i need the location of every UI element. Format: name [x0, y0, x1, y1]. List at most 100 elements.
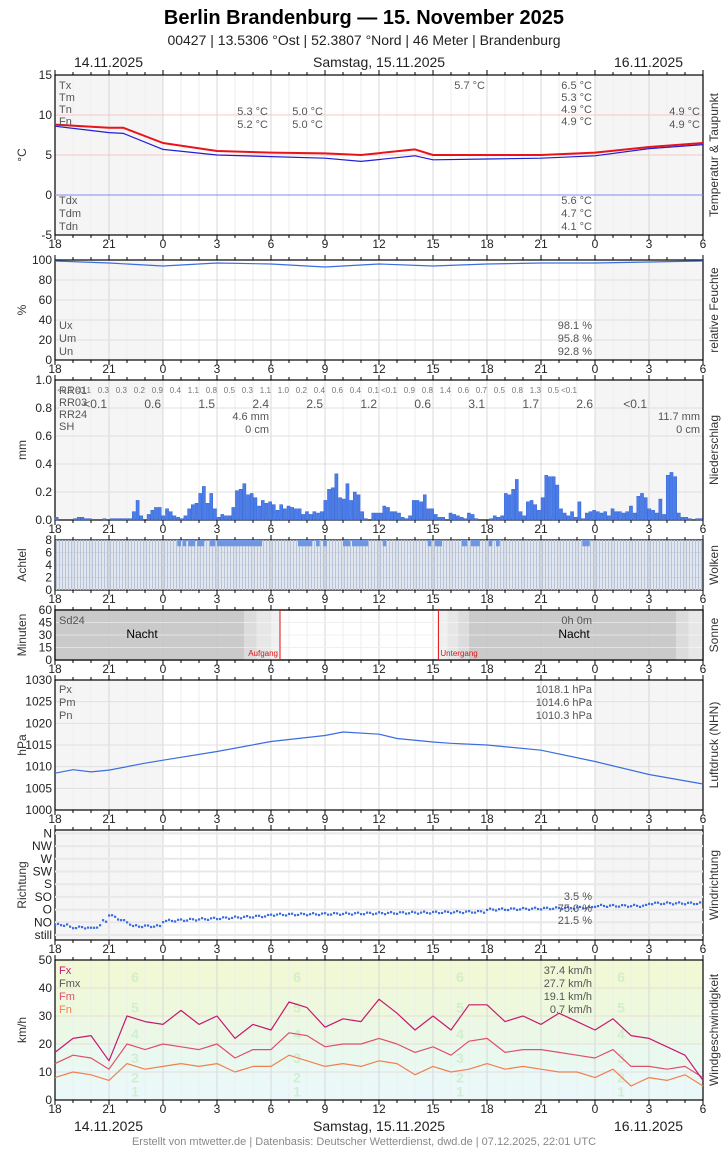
cloud-partial — [434, 540, 442, 547]
wdir-point — [375, 912, 378, 915]
cloud-bar — [364, 540, 367, 590]
wdir-point — [351, 913, 354, 916]
pressure-panel-y-label: 1030 — [25, 673, 52, 687]
cloud-bar — [556, 540, 559, 590]
wind-dir-panel-x-label: 18 — [48, 942, 62, 956]
precip-bar — [515, 479, 519, 521]
cloud-bar — [115, 540, 118, 590]
cloud-bar — [193, 540, 196, 590]
precip-bar — [128, 518, 133, 521]
precip-bar — [283, 508, 287, 521]
wdir-point — [630, 905, 633, 908]
sun-panel-ylabel: Minuten — [15, 614, 29, 657]
cloud-bar — [166, 540, 169, 590]
sun-panel-x-label: 18 — [48, 662, 62, 676]
rr03-value: 2.4 — [252, 397, 269, 411]
cloud-bar — [505, 540, 508, 590]
cloud-partial — [461, 540, 468, 547]
cloud-bar — [514, 540, 517, 590]
rr01-value: 0.4 — [314, 386, 326, 395]
precip-bar — [397, 512, 401, 521]
precip-bar — [110, 518, 114, 521]
wdir-point — [324, 912, 327, 915]
rr01-value: 1.1 — [188, 386, 200, 395]
cloud-bar — [148, 540, 151, 590]
precip-bar — [463, 518, 468, 521]
wind-speed-panel-side-label: Windgeschwindigkeit — [707, 973, 721, 1086]
rr01-value: 0.3 — [98, 386, 110, 395]
rr01-value: 0.2 — [296, 386, 308, 395]
cloud-bar — [64, 540, 67, 590]
wind-dir-panel-x-label: 3 — [646, 942, 653, 956]
wind-dir-panel-x-label: 6 — [268, 942, 275, 956]
cloud-partial — [209, 540, 216, 547]
rr01-value: 0.9 — [404, 386, 416, 395]
precip-bar — [268, 501, 272, 521]
wdir-point — [591, 905, 594, 909]
rr03-value: <0.1 — [623, 397, 647, 411]
temp-panel-x-label: 18 — [480, 237, 494, 251]
sun-panel-y-label: 30 — [39, 628, 53, 642]
wdir-point — [558, 906, 561, 909]
humidity-panel-ylabel: % — [15, 304, 29, 315]
cloud-panel-x-label: 3 — [214, 592, 221, 606]
precip-bar — [364, 518, 368, 521]
wdir-point — [465, 910, 468, 913]
wdir-point — [93, 926, 96, 929]
humidity-panel-x-label: 6 — [268, 362, 275, 376]
cloud-bar — [430, 540, 433, 590]
cloud-bar — [301, 540, 304, 590]
cloud-bar — [607, 540, 610, 590]
wdir-point — [648, 902, 651, 905]
precip-bar — [522, 515, 526, 521]
precip-bar — [459, 517, 464, 521]
rr03-value: 3.1 — [468, 397, 485, 411]
wdir-point — [228, 917, 231, 920]
pressure-panel-x-label: 3 — [646, 812, 653, 826]
date-left-bottom: 14.11.2025 — [74, 1118, 144, 1134]
wind-dir-panel-x-label: 18 — [480, 942, 494, 956]
cloud-bar — [409, 540, 412, 590]
wdir-point — [594, 905, 597, 908]
precip-bar — [165, 508, 169, 521]
wdir-point — [651, 903, 654, 906]
wdir-point — [78, 925, 81, 928]
press-stat: 1014.6 hPa — [536, 697, 593, 709]
cloud-bar — [160, 540, 163, 590]
cloud-bar — [283, 540, 286, 590]
precip-bar — [665, 475, 670, 521]
beaufort-label: 3 — [456, 1050, 464, 1066]
wdir-point — [567, 905, 570, 909]
wdir-point — [555, 906, 558, 909]
cloud-bar — [145, 540, 148, 590]
wdir-point — [393, 912, 396, 915]
cloud-bar — [244, 540, 247, 590]
precip-bar — [54, 517, 59, 521]
cloud-bar — [661, 540, 664, 590]
wdir-point — [237, 916, 240, 919]
wdir-point — [411, 910, 414, 913]
sun-panel-x-label: 6 — [268, 662, 275, 676]
pressure-panel-x-label: 0 — [592, 812, 599, 826]
precip-bar — [308, 514, 313, 521]
wdir-point — [96, 926, 99, 929]
cloud-panel-x-label: 0 — [592, 592, 599, 606]
press-stat-label: Pn — [59, 710, 72, 722]
beaufort-label: 4 — [131, 1026, 139, 1042]
wdir-point — [372, 913, 375, 916]
humidity-panel-x-label: 18 — [48, 362, 62, 376]
press-stat-label: Px — [59, 684, 72, 696]
cloud-panel-x-label: 6 — [700, 592, 707, 606]
precip-bar — [566, 515, 571, 521]
cloud-panel-x-label: 9 — [322, 592, 329, 606]
cloud-bar — [340, 540, 343, 590]
cloud-bar — [376, 540, 379, 590]
wdir-point — [108, 914, 111, 917]
precip-bar — [327, 489, 331, 521]
rr03-value: <0.1 — [83, 397, 107, 411]
wdir-y-label: SO — [35, 890, 52, 904]
rr01-value: <0.1 — [75, 386, 91, 395]
cloud-bar — [571, 540, 574, 590]
wdir-point — [396, 912, 399, 915]
precip-bar — [507, 494, 512, 521]
